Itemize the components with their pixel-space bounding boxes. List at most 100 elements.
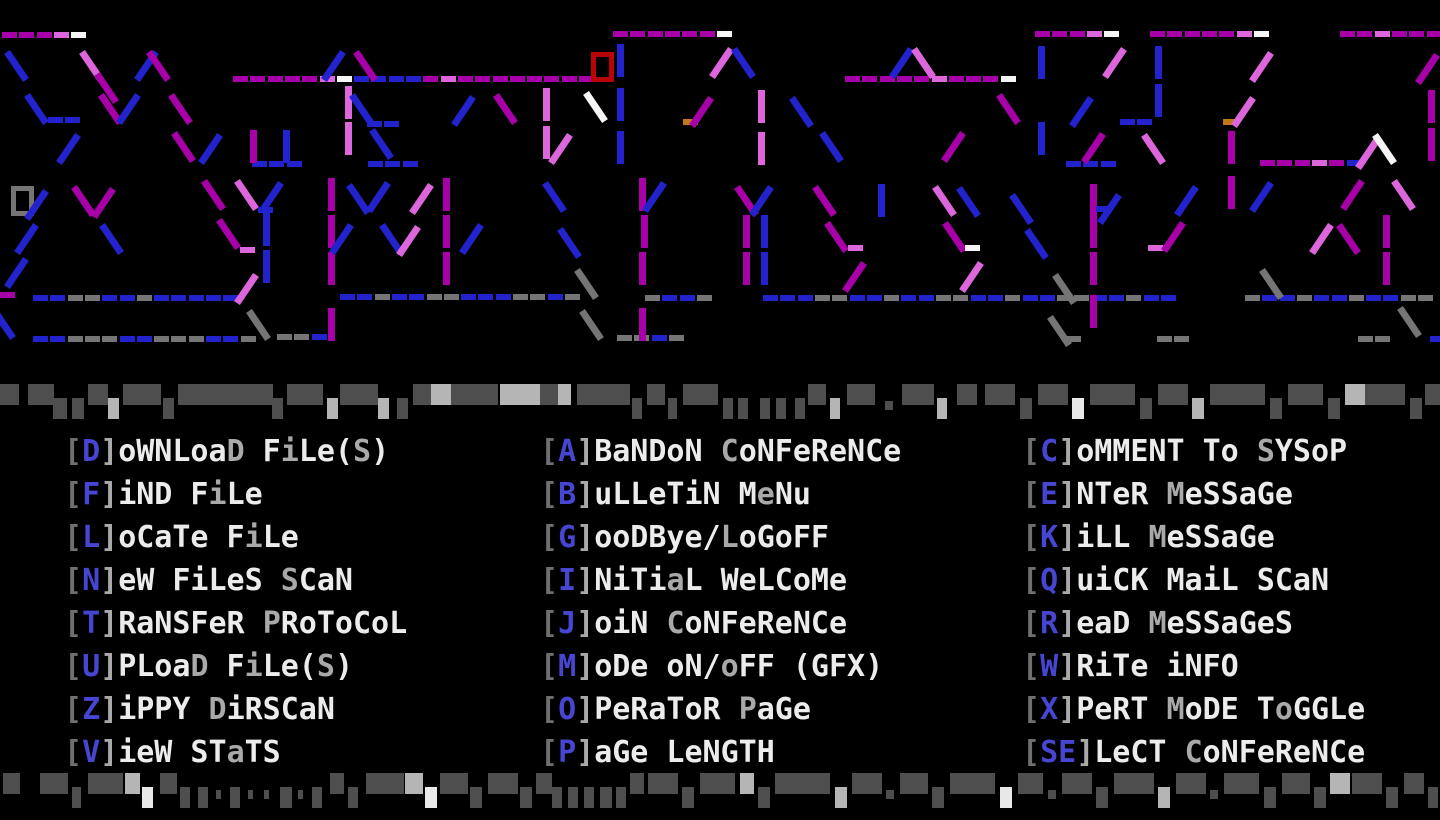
art-dash [987,295,1003,301]
menu-item-initial-welcome[interactable]: [I]NiTiaL WeLCoMe [540,563,848,598]
menu-item-find-file[interactable]: [F]iND FiLe [64,477,263,512]
art-dash [862,76,878,82]
band-block [847,384,875,405]
menu-item-abandon-conference[interactable]: [A]BaNDoN CoNFeReNCe [540,434,902,469]
art-stroke [1249,180,1274,214]
art-stroke [639,308,646,341]
art-stroke [959,260,984,294]
art-stroke [639,252,646,285]
art-dash [832,295,848,301]
art-dash [119,336,135,342]
art-dash [1039,295,1055,301]
art-stroke [1397,305,1422,339]
art-dash [354,76,370,82]
art-dash [1120,119,1135,125]
band-block [808,384,826,405]
band-block [540,384,558,405]
menu-item-enter-message[interactable]: [E]NTeR MeSSaGe [1022,477,1293,512]
band-block [1328,398,1340,419]
art-dash [866,295,882,301]
band-block [723,398,733,419]
menu-item-locate-file[interactable]: [L]oCaTe FiLe [64,520,299,555]
band-block [88,384,108,405]
band-block [830,398,840,419]
art-stroke [240,247,255,253]
band-block [568,787,578,808]
menu-item-bulletin-menu[interactable]: [B]uLLeTiN MeNu [540,477,811,512]
band-block [886,790,894,799]
band-block [1140,398,1152,419]
art-dash [509,76,525,82]
art-stroke [443,252,450,285]
art-dash [423,76,439,82]
menu-item-read-messages[interactable]: [R]eaD MeSSaGeS [1022,606,1293,641]
art-stroke [1428,128,1435,161]
art-stroke [493,92,518,126]
menu-item-view-stats[interactable]: [V]ieW STaTS [64,735,281,770]
art-dash [136,295,152,301]
menu-item-write-info[interactable]: [W]RiTe iNFO [1022,649,1239,684]
art-dash [1167,31,1183,37]
art-stroke [1336,222,1361,256]
band-block [312,787,322,808]
art-dash [547,294,563,300]
band-block [3,773,20,794]
art-dash [84,336,100,342]
band-block [558,384,571,405]
menu-item-new-files-scan[interactable]: [N]eW FiLeS SCaN [64,563,353,598]
band-block [1345,384,1365,405]
band-block [1096,787,1108,808]
band-block [1264,787,1276,808]
menu-item-upload-files[interactable]: [U]PLoaD FiLe(S) [64,649,353,684]
art-dash [1109,295,1124,301]
art-stroke [1231,95,1256,129]
art-stroke [1069,95,1094,129]
art-dash [884,295,900,301]
band-block [340,384,378,405]
art-stroke [1383,252,1390,285]
menu-item-operator-page[interactable]: [O]PeRaToR PaGe [540,692,811,727]
band-block [451,384,480,405]
band-block [985,384,1015,405]
band-block [28,384,54,405]
menu-item-mode-gfx-toggle[interactable]: [M]oDe oN/oFF (GFX) [540,649,884,684]
band-block [40,773,68,794]
art-stroke [1102,46,1127,80]
menu-item-select-conference[interactable]: [SE]LeCT CoNFeReNCe [1022,735,1366,770]
menu-item-comment-to-sysop[interactable]: [C]oMMENT To SYSoP [1022,434,1348,469]
menu-item-expert-mode-toggle[interactable]: [X]PeRT MoDE ToGGLe [1022,692,1366,727]
art-dash [797,295,813,301]
art-dash [71,32,87,38]
band-block [298,790,303,799]
art-stroke [542,180,567,214]
art-dash [67,336,83,342]
art-dash [36,32,52,38]
art-stroke [258,207,273,213]
menu-item-zippy-dirscan[interactable]: [Z]iPPY DiRSCaN [64,692,335,727]
art-stroke [250,130,257,163]
band-block [632,398,642,419]
art-dash [914,76,930,82]
band-block [488,773,518,794]
art-stroke [168,92,193,126]
band-block [248,790,253,799]
art-dash [664,31,680,37]
band-block [330,773,344,794]
menu-item-transfer-protocol[interactable]: [T]RaNSFeR PRoToCoL [64,606,408,641]
art-stroke [641,215,648,248]
art-dash [336,76,352,82]
art-stroke [639,178,646,211]
menu-item-page-length[interactable]: [P]aGe LeNGTH [540,735,775,770]
menu-item-goodbye-logoff[interactable]: [G]ooDBye/LoGoFF [540,520,829,555]
art-stroke [996,92,1021,126]
menu-item-join-conference[interactable]: [J]oiN CoNFeReNCe [540,606,848,641]
art-stroke [443,178,450,211]
menu-item-quick-mail-scan[interactable]: [Q]uiCK MaiL SCaN [1022,563,1330,598]
art-stroke [1066,336,1081,342]
art-stroke [617,88,624,121]
art-dash [154,336,170,342]
art-stroke [761,215,768,248]
menu-item-download-files[interactable]: [D]oWNLoaD FiLe(S) [64,434,390,469]
menu-item-kill-message[interactable]: [K]iLL MeSSaGe [1022,520,1275,555]
